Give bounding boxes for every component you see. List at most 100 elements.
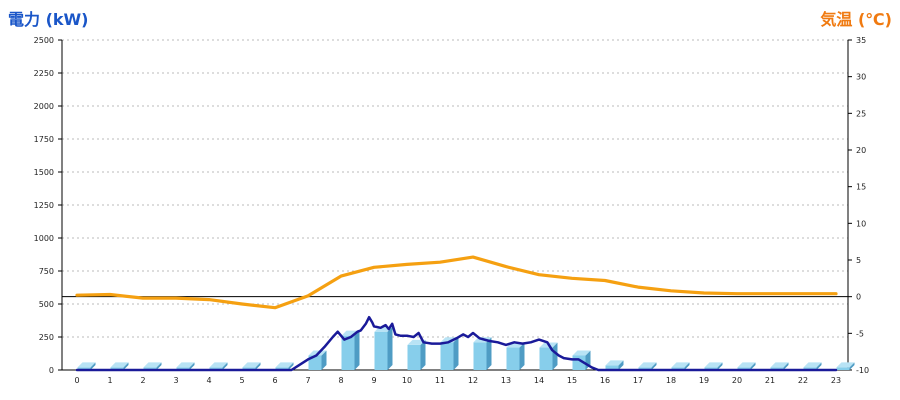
left-tick-label: 0	[49, 366, 54, 375]
power-bar-side	[717, 362, 723, 370]
power-bar	[110, 367, 124, 370]
power-bar-side	[519, 342, 525, 370]
power-bar	[308, 355, 322, 370]
power-bar-top	[143, 362, 162, 368]
power-bar	[341, 335, 355, 370]
right-tick-label: 5	[856, 256, 861, 265]
right-axis-title: 気温 (℃)	[820, 10, 892, 29]
x-tick-label: 14	[534, 376, 544, 385]
power-bar	[506, 347, 520, 370]
power-bar-top	[803, 362, 822, 368]
power-bar	[143, 367, 157, 370]
power-bar-side	[90, 362, 96, 370]
power-bar-top	[572, 350, 591, 356]
power-bar	[737, 367, 751, 370]
power-bar-side	[189, 362, 195, 370]
power-bar	[407, 344, 421, 370]
power-bar	[440, 342, 454, 370]
left-tick-label: 1750	[34, 135, 54, 144]
right-tick-label: 35	[856, 36, 866, 45]
power-bar	[638, 367, 652, 370]
power-bar	[836, 367, 850, 370]
x-tick-label: 23	[831, 376, 841, 385]
power-bar-side	[222, 362, 228, 370]
x-tick-label: 7	[305, 376, 310, 385]
left-tick-label: 2000	[34, 102, 54, 111]
power-bar-side	[816, 362, 822, 370]
x-tick-label: 20	[732, 376, 742, 385]
left-tick-label: 500	[39, 300, 54, 309]
x-tick-label: 11	[435, 376, 445, 385]
power-bar-top	[176, 362, 195, 368]
power-bar	[374, 331, 388, 370]
power-bar	[770, 367, 784, 370]
power-bar	[77, 367, 91, 370]
power-bar-top	[704, 362, 723, 368]
power-bar-side	[552, 342, 558, 370]
x-tick-label: 22	[798, 376, 808, 385]
right-tick-label: 10	[856, 219, 866, 228]
power-bar-top	[110, 362, 129, 368]
power-bar-side	[651, 362, 657, 370]
power-bar	[473, 342, 487, 370]
power-bar	[803, 367, 817, 370]
power-bar-top	[737, 362, 756, 368]
x-tick-label: 21	[765, 376, 775, 385]
power-bar-side	[618, 360, 624, 370]
power-bar-side	[156, 362, 162, 370]
x-tick-label: 19	[699, 376, 709, 385]
x-tick-label: 8	[338, 376, 343, 385]
power-bar-top	[275, 362, 294, 368]
power-bar-top	[638, 362, 657, 368]
power-bar-top	[209, 362, 228, 368]
left-tick-label: 1500	[34, 168, 54, 177]
right-tick-label: -5	[856, 329, 864, 338]
power-bar	[704, 367, 718, 370]
x-tick-label: 6	[272, 376, 277, 385]
power-bar-side	[486, 337, 492, 370]
power-bar-side	[684, 362, 690, 370]
power-bar-top	[605, 360, 624, 366]
power-bar-side	[750, 362, 756, 370]
power-bar-top	[407, 339, 426, 345]
left-tick-label: 750	[39, 267, 54, 276]
power-bar-side	[321, 350, 327, 370]
right-tick-label: 25	[856, 109, 866, 118]
right-tick-label: 0	[856, 293, 861, 302]
power-bar-top	[770, 362, 789, 368]
power-bar-side	[783, 362, 789, 370]
x-tick-label: 12	[468, 376, 478, 385]
x-tick-label: 9	[371, 376, 376, 385]
power-bar	[242, 367, 256, 370]
x-tick-label: 3	[173, 376, 178, 385]
left-tick-label: 2500	[34, 36, 54, 45]
power-bar-side	[849, 362, 855, 370]
power-bar-top	[77, 362, 96, 368]
left-axis-title: 電力 (kW)	[8, 10, 89, 29]
left-tick-label: 1000	[34, 234, 54, 243]
left-tick-label: 250	[39, 333, 54, 342]
left-tick-label: 1250	[34, 201, 54, 210]
power-bar-side	[420, 339, 426, 370]
x-tick-label: 18	[666, 376, 676, 385]
x-tick-label: 16	[600, 376, 610, 385]
power-bar	[539, 347, 553, 370]
x-tick-label: 5	[239, 376, 244, 385]
power-bar	[605, 365, 619, 370]
power-bar	[176, 367, 190, 370]
right-tick-label: 15	[856, 183, 866, 192]
left-tick-label: 2250	[34, 69, 54, 78]
x-tick-label: 1	[107, 376, 112, 385]
power-line	[75, 315, 838, 372]
x-tick-label: 10	[402, 376, 412, 385]
power-bar-side	[255, 362, 261, 370]
x-tick-label: 4	[206, 376, 211, 385]
x-tick-label: 15	[567, 376, 577, 385]
x-tick-label: 0	[74, 376, 79, 385]
x-tick-label: 13	[501, 376, 511, 385]
power-bar	[671, 367, 685, 370]
x-tick-label: 2	[140, 376, 145, 385]
power-bar-side	[387, 326, 393, 370]
